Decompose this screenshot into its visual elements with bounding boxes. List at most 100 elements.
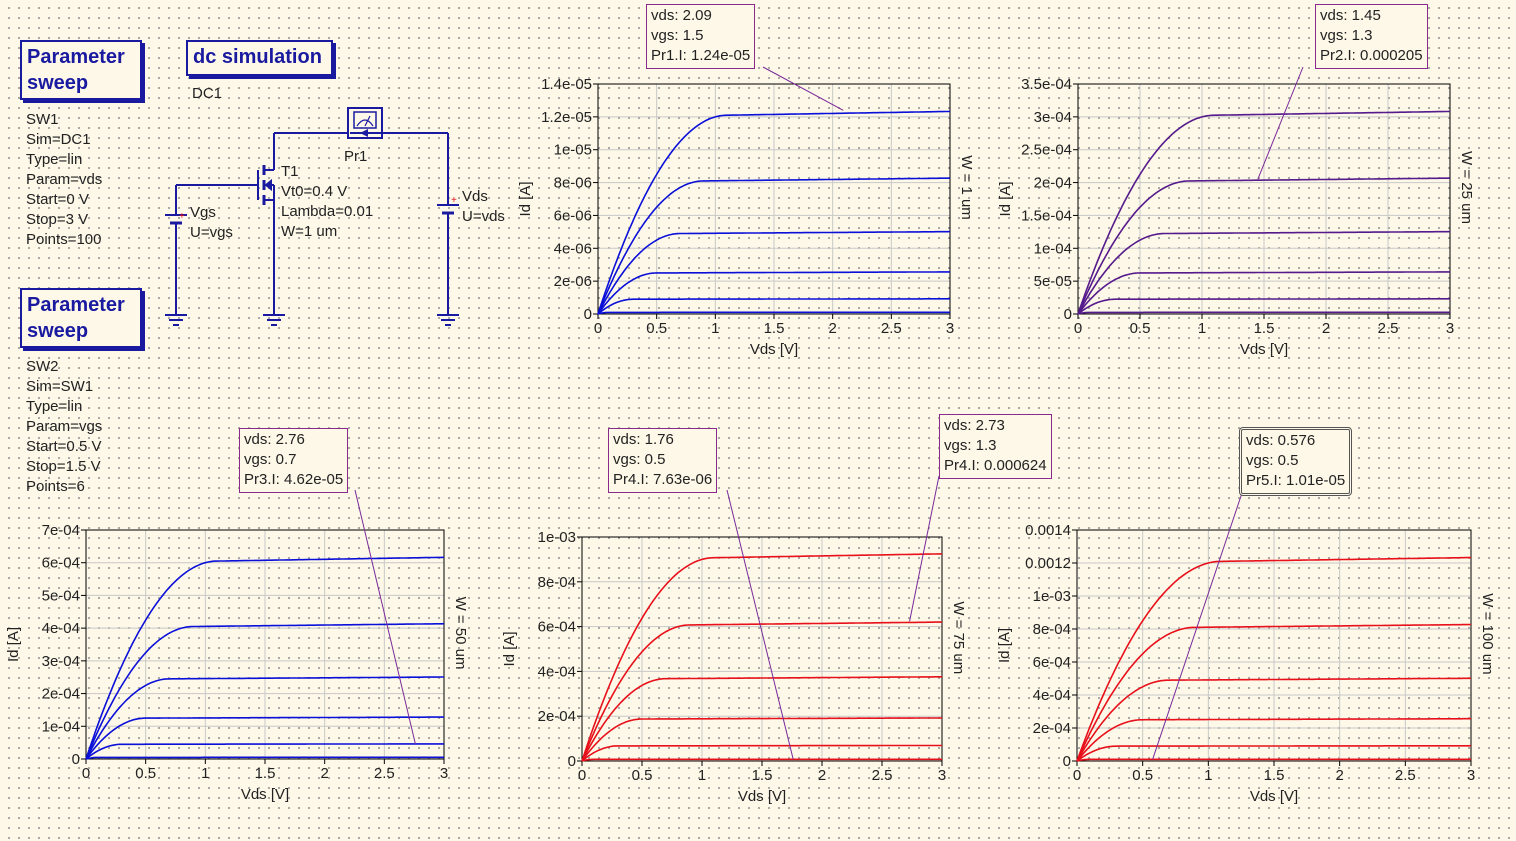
marker-pr3[interactable]: vds: 2.76 vgs: 0.7 Pr3.I: 4.62e-05 (239, 428, 349, 493)
sweep1-prop: Points=100 (26, 231, 102, 248)
sweep1-prop: Stop=3 V (26, 211, 89, 228)
series-line-vgs-0.5 (85, 756, 444, 760)
transistor-name: T1 (281, 163, 299, 180)
y-tick-label: 1e-05 (554, 142, 592, 159)
x-tick-label: 2 (1322, 320, 1330, 337)
series-line-vgs-1.1 (1076, 677, 1471, 762)
series-line-vgs-1.5 (1076, 556, 1471, 762)
x-tick-label: 3 (440, 765, 448, 782)
y-tick-label: 0 (584, 306, 592, 323)
series-line-vgs-1.1 (597, 230, 951, 315)
sweep2-prop: Points=6 (26, 478, 85, 495)
series-line-vgs-0.7 (1076, 744, 1472, 762)
series-line-vgs-0.9 (1076, 717, 1471, 762)
y-tick-label: 0.0014 (1025, 522, 1071, 539)
chart-w75um[interactable]: 0 0.5 1 1.5 2 2.5 3 0 2e-04 4e-04 6e-04 8e-04 1e-03 V… (501, 527, 1010, 841)
sweep2-prop: Type=lin (26, 398, 83, 415)
series-line-vgs-0.7 (1077, 298, 1450, 315)
marker-pr2[interactable]: vds: 1.45 vgs: 1.3 Pr2.I: 0.000205 (1315, 4, 1428, 69)
x-tick-label: 0.5 (1132, 767, 1153, 784)
sweep1-prop: Param=vds (26, 171, 103, 188)
marker-vgs: vgs: 1.5 (651, 27, 704, 44)
y-tick-label: 2e-04 (1034, 175, 1072, 192)
marker-vds: vds: 2.09 (651, 7, 712, 24)
y-tick-label: 5e-05 (1034, 273, 1072, 290)
y-tick-label: 4e-04 (1033, 687, 1071, 704)
marker-value: Pr3.I: 4.62e-05 (244, 471, 344, 488)
svg-text:+: + (179, 211, 185, 222)
y-tick-label: 0 (72, 751, 80, 768)
transistor-prop: Lambda=0.01 (281, 203, 374, 220)
transistor-prop: W=1 um (281, 223, 338, 240)
schematic-circuit: + + (165, 107, 459, 326)
series-line-vgs-1.5 (597, 110, 951, 315)
y-tick-label: 3e-04 (42, 653, 80, 670)
sweep1-properties[interactable]: SW1 Sim=DC1 Type=lin Param=vds Start=0 V… (26, 110, 102, 250)
dc-simulation-box[interactable]: dc simulation (186, 40, 333, 76)
y-tick-label: 6e-04 (538, 619, 576, 636)
svg-text:+: + (451, 195, 457, 206)
parameter-sweep-2-box[interactable]: Parameter sweep (20, 288, 142, 348)
x-tick-label: 2 (828, 320, 836, 337)
mosfet-transistor-symbol[interactable] (250, 133, 275, 315)
y-tick-label: 4e-06 (554, 240, 592, 257)
marker-vds: vds: 1.76 (613, 431, 674, 448)
x-tick-label: 1.5 (764, 320, 785, 337)
y-tick-label: 2e-04 (1033, 720, 1071, 737)
chart-w100um[interactable]: 0 0.5 1 1.5 2 2.5 3 0 2e-04 4e-04 6e-04 8e-04 1e-03 0… (996, 520, 1516, 841)
marker-value: Pr5.I: 1.01e-05 (1246, 472, 1346, 489)
marker-pr1[interactable]: vds: 2.09 vgs: 1.5 Pr1.I: 1.24e-05 (646, 4, 756, 69)
vgs-source-name: Vgs (190, 204, 216, 221)
marker-vds: vds: 0.576 (1246, 432, 1316, 449)
y-tick-label: 8e-04 (1033, 621, 1071, 638)
probe-name: Pr1 (344, 148, 368, 165)
y-tick-label: 1e-04 (1034, 240, 1072, 257)
x-tick-label: 2.5 (881, 320, 902, 337)
chart-w25um[interactable]: 0 0.5 1 1.5 2 2.5 3 0 5e-05 1e-04 1.5e-04 2e-04 2.5e… (995, 74, 1507, 394)
width-label: W = 50 um (452, 597, 469, 670)
marker-pr4-b[interactable]: vds: 2.73 vgs: 1.3 Pr4.I: 0.000624 (939, 414, 1052, 479)
x-tick-label: 3 (1446, 320, 1454, 337)
vds-source-name: Vds (462, 188, 488, 205)
width-label: W = 100 um (1479, 593, 1496, 674)
x-axis-label: Vds [V] (241, 786, 289, 803)
current-probe-icon[interactable] (347, 107, 390, 139)
x-axis-label: Vds [V] (1240, 341, 1288, 358)
sweep2-prop: Stop=1.5 V (26, 458, 101, 475)
sweep2-title-line2: sweep (27, 320, 89, 342)
x-tick-label: 0.5 (646, 320, 667, 337)
marker-value: Pr4.I: 0.000624 (944, 457, 1047, 474)
y-axis-label: Id [A] (517, 181, 534, 216)
y-tick-label: 4e-04 (538, 663, 576, 680)
y-tick-label: 8e-04 (538, 574, 576, 591)
sweep1-prop: Type=lin (26, 151, 83, 168)
parameter-sweep-1-box[interactable]: Parameter sweep (20, 40, 142, 100)
chart-w50um[interactable]: 0 0.5 1 1.5 2 2.5 3 0 1e-04 2e-04 3e-04 4e-04 5e-04 6… (5, 520, 513, 839)
x-tick-label: 2.5 (1378, 320, 1399, 337)
x-tick-label: 2 (1335, 767, 1343, 784)
marker-value: Pr2.I: 0.000205 (1320, 47, 1423, 64)
chart-w1um[interactable]: 0 0.5 1 1.5 2 2.5 3 0 2e-06 4e-06 6e-06 8e-06 1e-05 1… (515, 74, 1007, 394)
x-tick-label: 0.5 (1130, 320, 1151, 337)
vds-source-symbol[interactable] (437, 133, 459, 315)
sweep2-prop: Start=0.5 V (26, 438, 102, 455)
x-tick-label: 0 (594, 320, 602, 337)
series-line-vgs-0.7 (597, 298, 950, 315)
marker-pr5-selected[interactable]: vds: 0.576 vgs: 0.5 Pr5.I: 1.01e-05 (1239, 427, 1353, 496)
ground-icon (165, 314, 187, 326)
y-tick-label: 0 (568, 753, 576, 770)
vgs-source-symbol[interactable] (165, 185, 187, 315)
marker-value: Pr1.I: 1.24e-05 (651, 47, 751, 64)
y-tick-label: 8e-06 (554, 175, 592, 192)
sweep2-properties[interactable]: SW2 Sim=SW1 Type=lin Param=vgs Start=0.5… (26, 357, 102, 497)
x-tick-label: 0.5 (632, 767, 653, 784)
vgs-source-value: U=vgs (190, 224, 233, 241)
series-line-vgs-0.5 (597, 311, 950, 315)
ground-icon (437, 314, 459, 326)
marker-pr4-a[interactable]: vds: 1.76 vgs: 0.5 Pr4.I: 7.63e-06 (608, 428, 718, 493)
x-tick-label: 0 (1074, 320, 1082, 337)
marker-value: Pr4.I: 7.63e-06 (613, 471, 713, 488)
width-label: W = 1 um (958, 155, 975, 220)
series-line-vgs-0.5 (1076, 758, 1471, 762)
y-tick-label: 1e-04 (42, 718, 80, 735)
